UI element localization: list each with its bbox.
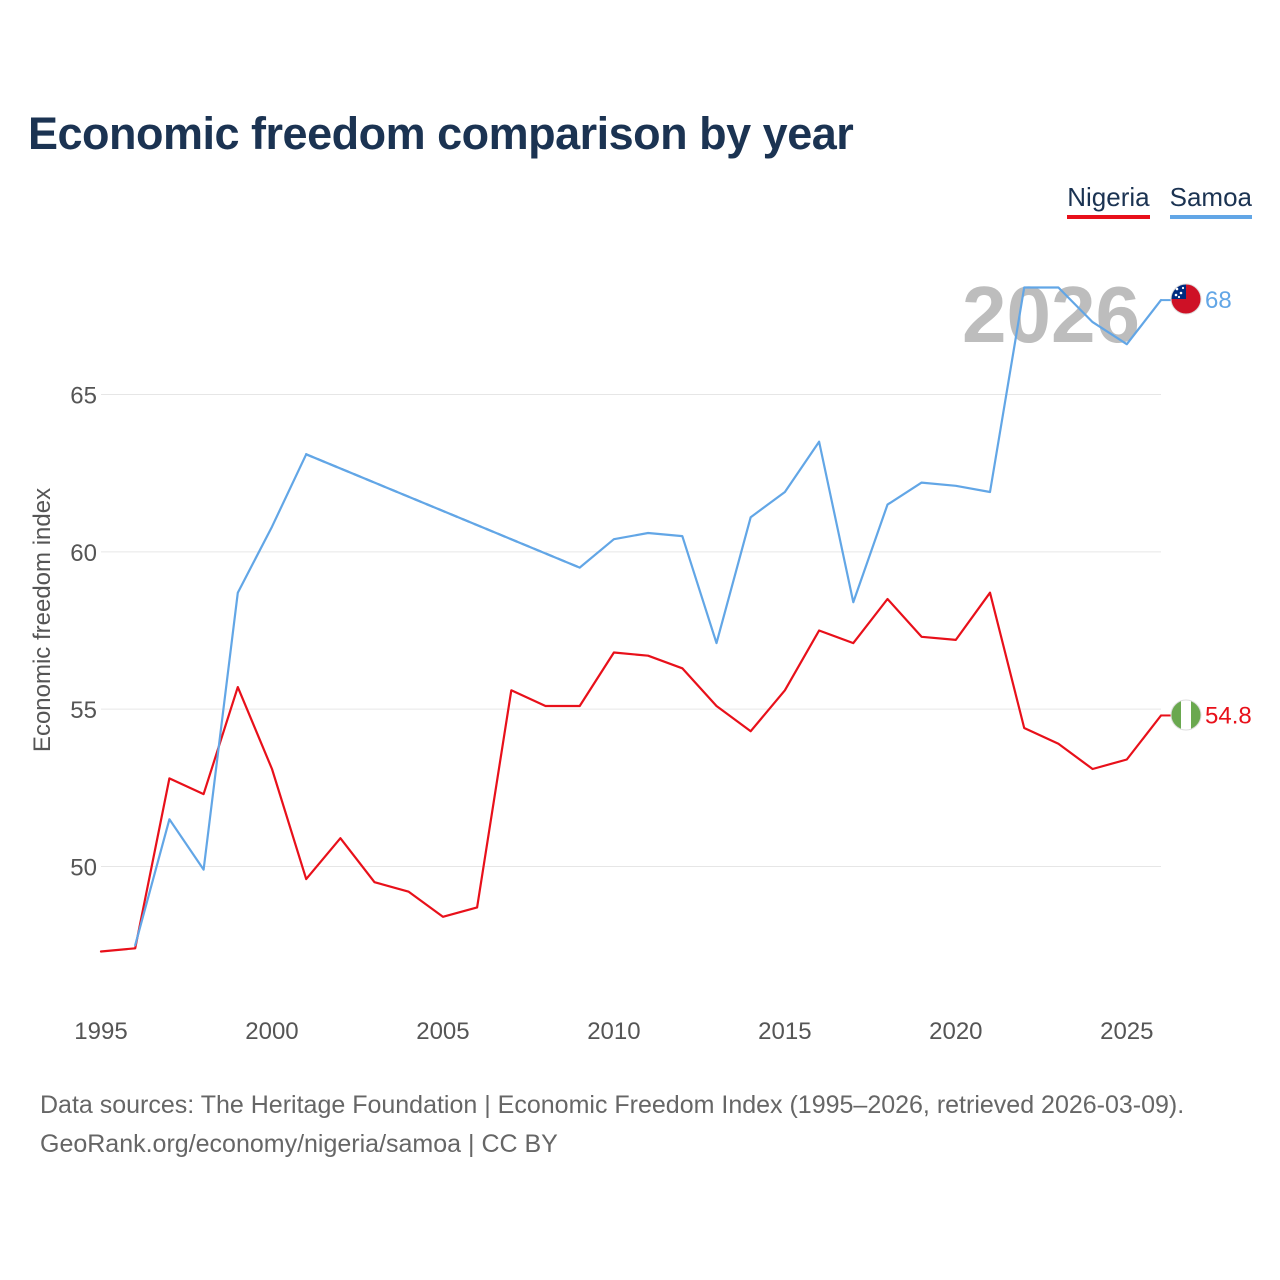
nigeria-flag-icon	[1170, 699, 1202, 731]
nigeria-end-value-label: 54.8	[1205, 702, 1252, 729]
x-tick-label: 2000	[245, 1018, 298, 1045]
x-tick-label: 2005	[416, 1018, 469, 1045]
samoa-line	[305, 286, 1163, 645]
x-tick-label: 2025	[1100, 1018, 1153, 1045]
axis-layer: 50 55 60 65 1995 2000 2005 2010 2015 2020 2025 Econ…	[29, 383, 1154, 1046]
y-tick-label: 65	[70, 383, 97, 410]
grid-layer	[101, 394, 1161, 867]
y-axis-label: Economic freedom index	[29, 488, 56, 752]
y-tick-label: 55	[70, 697, 97, 724]
chart-title: Economic freedom comparison by year	[28, 108, 854, 159]
samoa-flag-icon	[1170, 283, 1202, 315]
legend: Nigeria Samoa	[1067, 182, 1252, 219]
samoa-line	[134, 453, 308, 947]
samoa-end-value-label: 68	[1205, 287, 1232, 314]
y-tick-label: 50	[70, 855, 97, 882]
label-layer: 54.8 68	[1205, 287, 1252, 729]
legend-item-samoa[interactable]: Samoa	[1169, 182, 1252, 219]
source-note: Data sources: The Heritage Foundation | …	[40, 1086, 1184, 1164]
source-line-1: Data sources: The Heritage Foundation | …	[40, 1091, 1185, 1119]
source-line-2: GeoRank.org/economy/nigeria/samoa | CC B…	[40, 1130, 558, 1158]
x-tick-label: 2015	[758, 1018, 811, 1045]
x-tick-label: 2020	[929, 1018, 982, 1045]
year-watermark: 2026	[962, 270, 1140, 359]
y-tick-label: 60	[70, 540, 97, 567]
line-chart: 2026 50 55 60 65 1995 2000 2005 2010 2015 2020 202…	[29, 270, 1252, 1046]
legend-item-nigeria[interactable]: Nigeria	[1067, 182, 1150, 219]
nigeria-line	[99, 591, 1163, 953]
x-tick-label: 2010	[587, 1018, 640, 1045]
x-tick-label: 1995	[74, 1018, 127, 1045]
series-layer	[99, 286, 1171, 953]
